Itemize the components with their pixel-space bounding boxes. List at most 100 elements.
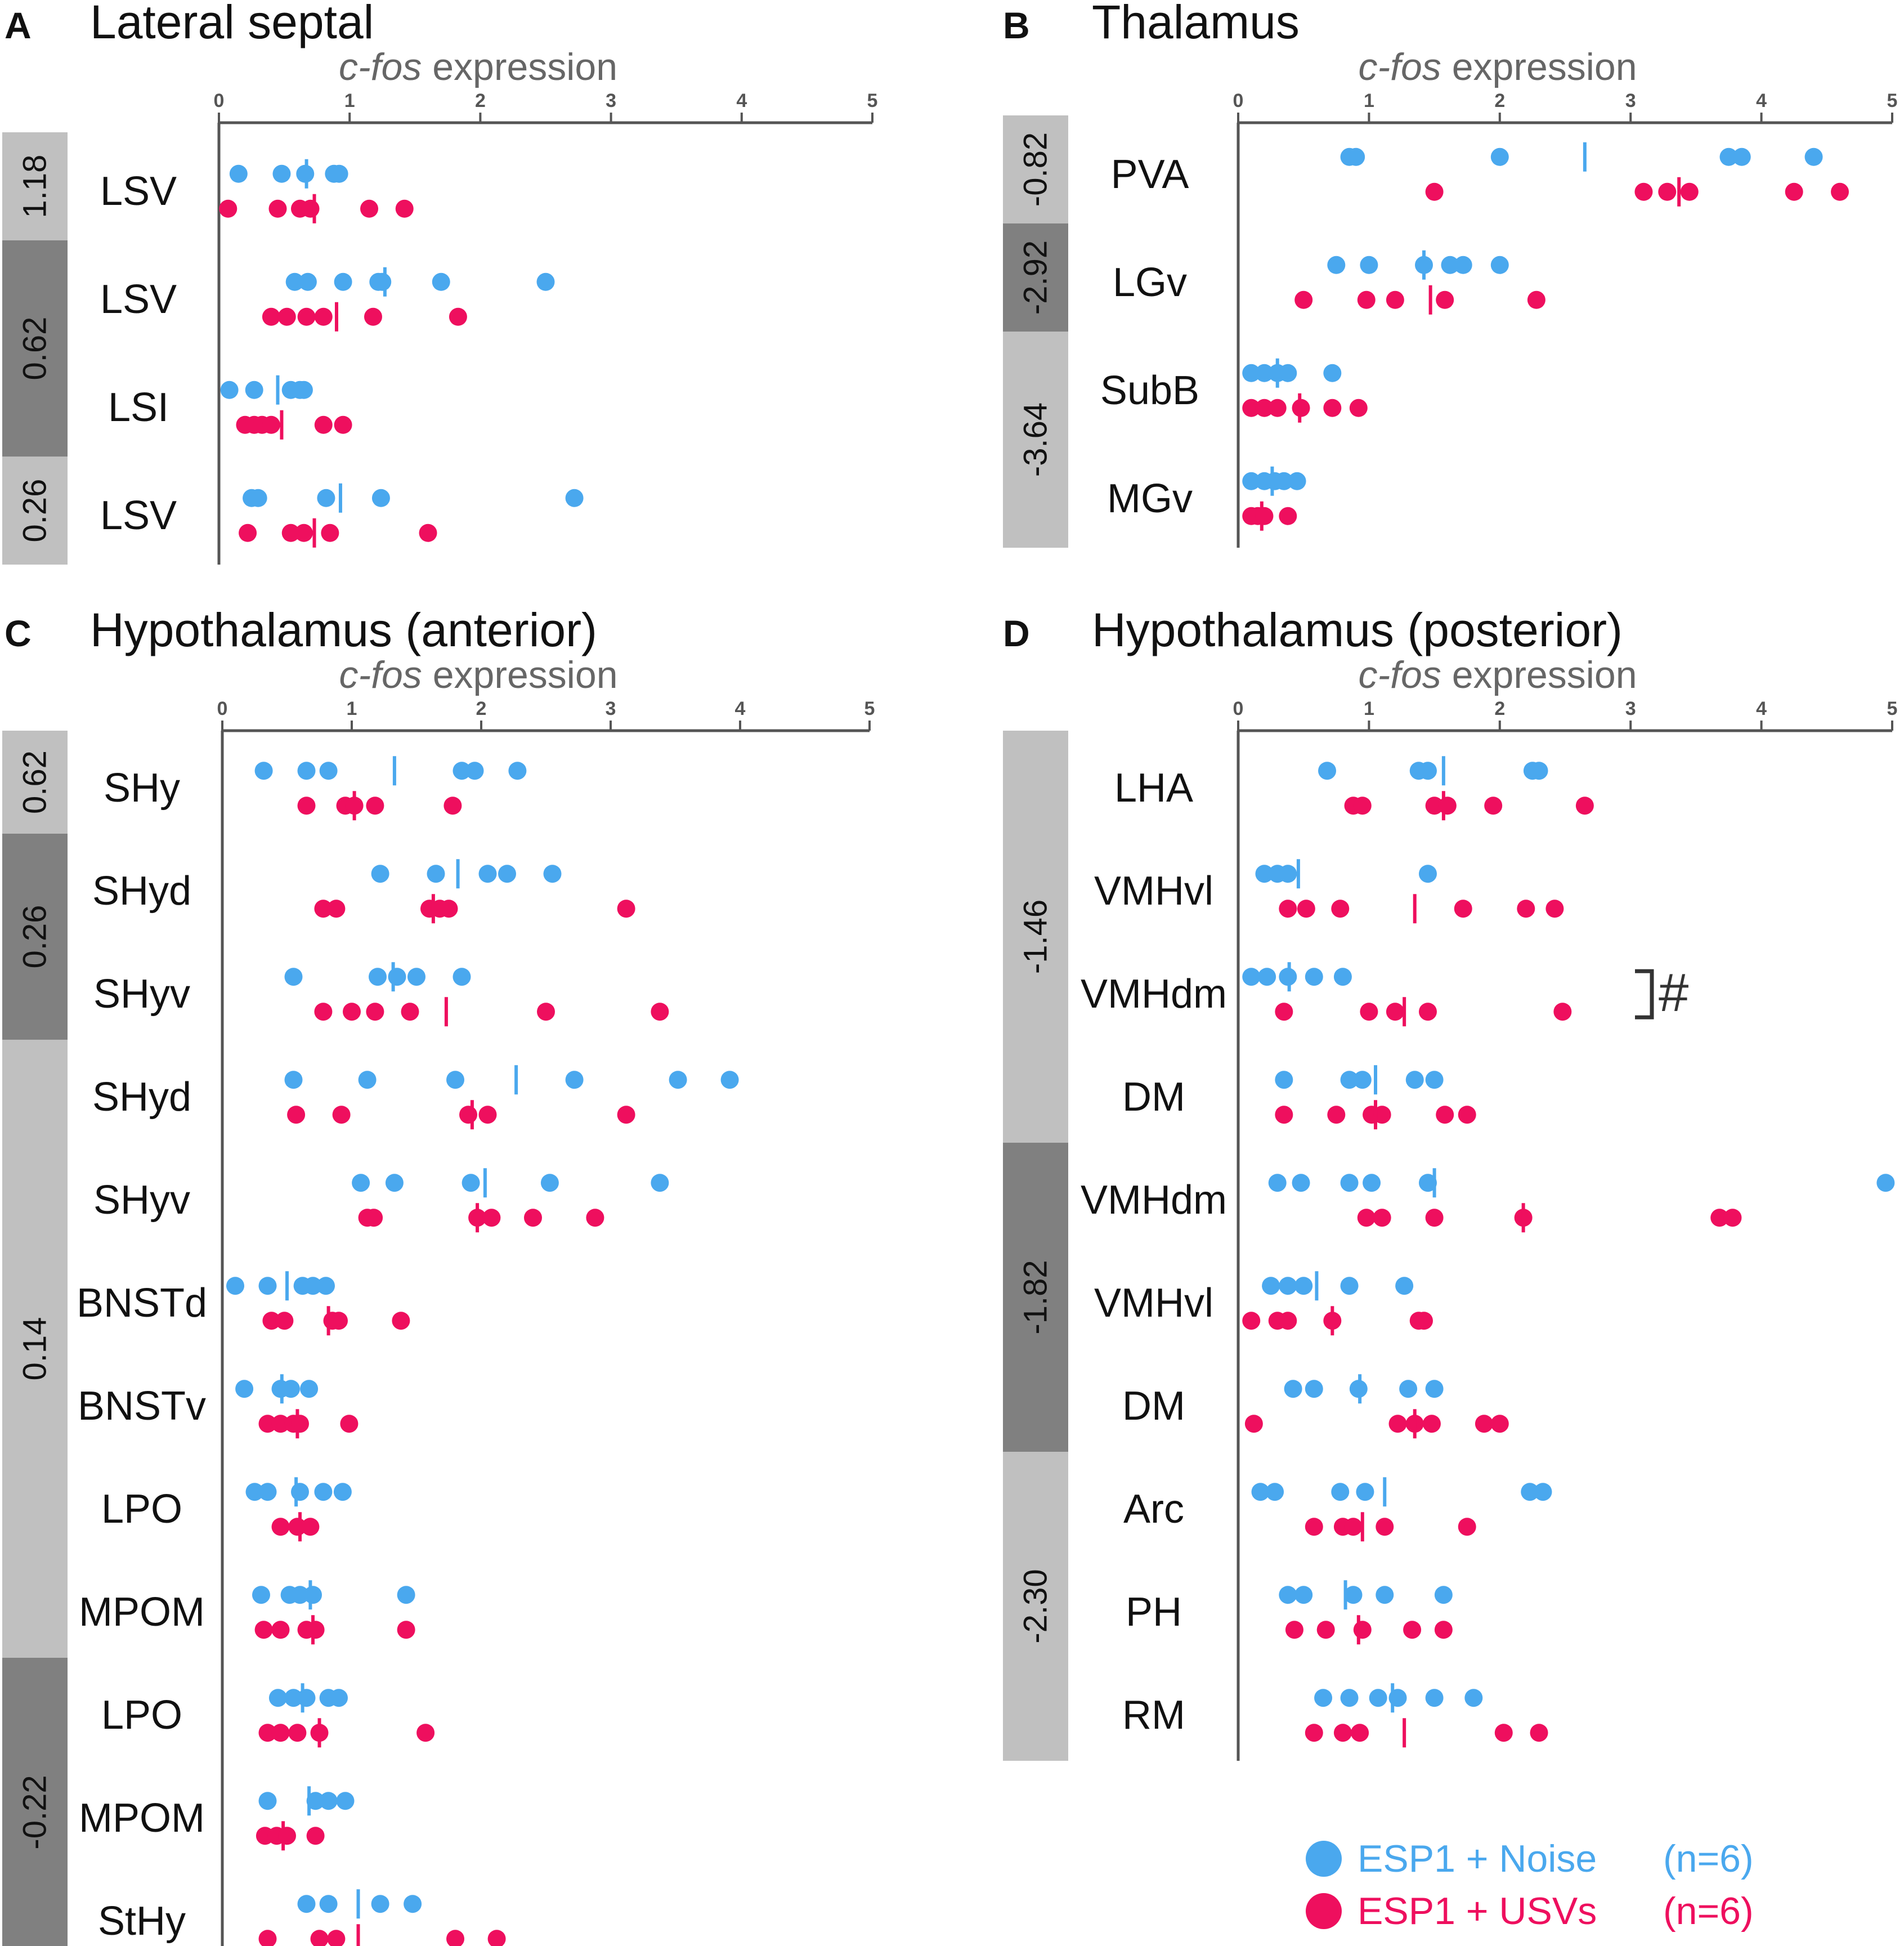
noise-point (536, 272, 555, 291)
bregma-band (1003, 332, 1068, 548)
noise-point (319, 762, 338, 780)
usv-point (297, 797, 316, 815)
usv-point (1415, 1312, 1433, 1330)
data-row: MPOM (79, 1580, 415, 1645)
usv-point (617, 900, 635, 918)
x-tick-label: 3 (606, 90, 616, 111)
usv-point (443, 797, 462, 815)
usv-point (524, 1209, 542, 1227)
legend-noise-marker (1306, 1841, 1342, 1877)
x-tick-label: 4 (1756, 698, 1767, 719)
usv-point (1275, 1106, 1293, 1124)
x-tick-label: 0 (214, 90, 225, 111)
noise-point (669, 1071, 687, 1089)
noise-point (1275, 472, 1293, 490)
x-tick-label: 1 (347, 698, 357, 719)
noise-point (297, 762, 316, 780)
noise-point (314, 1483, 333, 1501)
usv-point (1353, 797, 1372, 815)
row-label: SHyv (93, 1178, 190, 1223)
usv-point (1323, 399, 1342, 417)
noise-point (1314, 1689, 1333, 1707)
x-tick-label: 2 (475, 90, 486, 111)
bregma-label: 0.26 (17, 905, 53, 969)
x-axis-label-rest: expression (1441, 654, 1637, 696)
bregma-label: -0.82 (1018, 132, 1054, 207)
usv-point (419, 524, 437, 542)
row-label: MPOM (79, 1796, 205, 1841)
panel-d: D Hypothalamus (posterior)c-fos expressio… (1003, 603, 1897, 1761)
noise-point (298, 272, 317, 291)
noise-point (1333, 968, 1352, 986)
bregma-band (2, 457, 68, 565)
noise-point (1347, 147, 1365, 166)
row-label: LSV (100, 277, 177, 322)
noise-point (1441, 256, 1459, 274)
usv-point (1484, 797, 1503, 815)
usv-point (1530, 1724, 1548, 1742)
noise-point (1876, 1174, 1895, 1192)
usv-point (1305, 1518, 1323, 1536)
noise-point (565, 1071, 584, 1089)
noise-point (245, 1483, 264, 1501)
usv-point (1279, 1312, 1297, 1330)
noise-point (245, 381, 263, 399)
row-label: SHy (104, 766, 180, 811)
noise-point (1255, 865, 1274, 883)
panel-letter: B (1003, 5, 1030, 46)
data-row: DM (1122, 1065, 1476, 1130)
noise-point (1242, 968, 1261, 986)
usv-point (271, 1518, 290, 1536)
data-row: SHy (104, 756, 527, 821)
data-row: SHyv (93, 1168, 669, 1233)
noise-point (1294, 1586, 1313, 1604)
usv-point (1527, 290, 1545, 309)
x-axis-label: c-fos expression (339, 654, 617, 696)
data-row: BNSTd (77, 1271, 410, 1336)
x-tick-label: 2 (1494, 90, 1505, 111)
usv-point (297, 307, 316, 326)
data-row: LPO (101, 1477, 352, 1542)
usv-point (288, 1518, 307, 1536)
usv-point (294, 524, 313, 542)
row-label: VMHdm (1081, 972, 1227, 1017)
usv-point (301, 1518, 320, 1536)
usv-point (1297, 900, 1315, 918)
bregma-label: -1.82 (1018, 1260, 1054, 1334)
noise-point (1242, 472, 1261, 490)
usv-point (1357, 290, 1376, 309)
usv-point (1353, 1621, 1372, 1639)
noise-point (1340, 1689, 1359, 1707)
x-tick-label: 0 (217, 698, 228, 719)
data-row: LSV (100, 159, 414, 223)
usv-point (327, 900, 346, 918)
row-label: LSV (100, 493, 177, 538)
usv-point (1316, 1621, 1335, 1639)
row-label: SubB (1100, 368, 1199, 413)
usv-point (1436, 1106, 1454, 1124)
noise-point (1279, 865, 1297, 883)
usv-point (1434, 1621, 1453, 1639)
bregma-band (2, 1658, 68, 1946)
usv-point (1553, 1003, 1572, 1021)
noise-point (1292, 1174, 1310, 1192)
panel-title: Lateral septal (90, 0, 374, 48)
noise-point (235, 1380, 254, 1398)
data-row: LPO (101, 1683, 435, 1748)
panel-letter: C (5, 612, 32, 654)
noise-point (330, 1689, 348, 1707)
noise-point (540, 1174, 559, 1192)
noise-point (432, 272, 450, 291)
usv-point (291, 1415, 309, 1433)
noise-point (352, 1174, 370, 1192)
panel-letter: A (5, 5, 32, 46)
usv-point (1255, 507, 1274, 525)
bregma-band (1003, 731, 1068, 1143)
panel-letter: D (1003, 612, 1030, 654)
noise-point (1732, 147, 1751, 166)
usv-point (1386, 1003, 1404, 1021)
usv-point (1333, 1724, 1352, 1742)
row-label: MPOM (79, 1590, 205, 1635)
noise-point (284, 968, 303, 986)
